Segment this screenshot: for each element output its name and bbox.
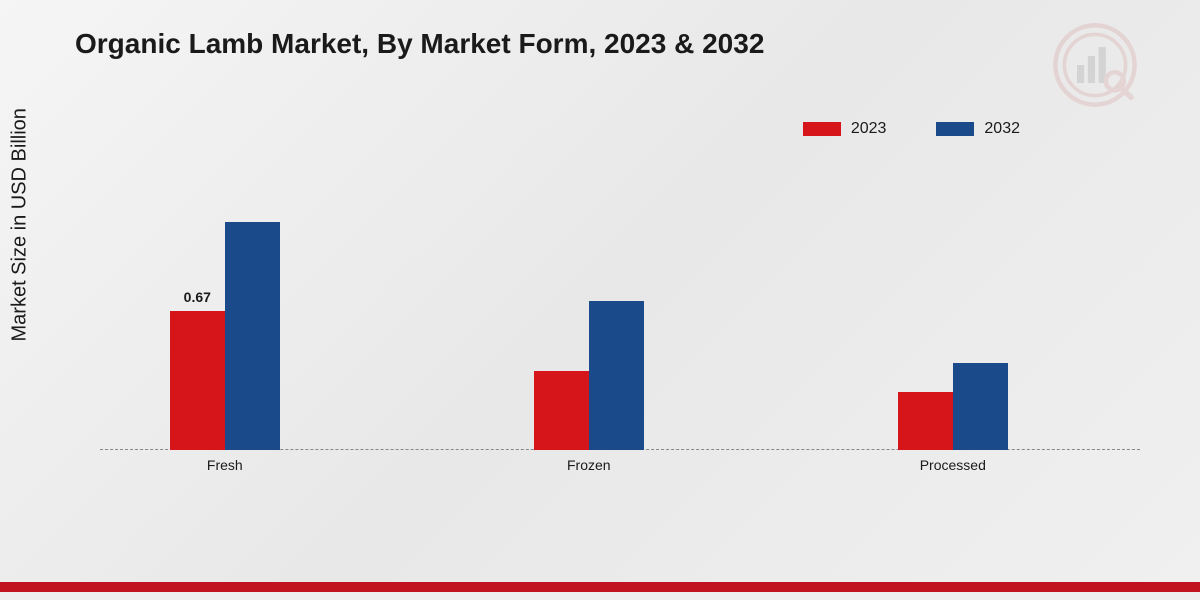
legend-item-2023: 2023 xyxy=(803,120,887,138)
chart-plot-area: 0.67 xyxy=(100,160,1140,450)
category-label-processed: Processed xyxy=(920,457,986,473)
bar-fresh-2023: 0.67 xyxy=(170,311,225,450)
bar-processed-2032 xyxy=(953,363,1008,450)
bar-group-processed xyxy=(898,363,1008,450)
bar-processed-2023 xyxy=(898,392,953,450)
bar-value-label: 0.67 xyxy=(184,289,211,305)
legend-swatch-2032 xyxy=(936,122,974,136)
watermark-logo xyxy=(1050,20,1140,110)
y-axis-label: Market Size in USD Billion xyxy=(9,108,32,341)
bar-frozen-2032 xyxy=(589,301,644,450)
legend-label-2032: 2032 xyxy=(984,120,1020,138)
footer-bar xyxy=(0,582,1200,600)
legend-label-2023: 2023 xyxy=(851,120,887,138)
legend: 2023 2032 xyxy=(803,120,1020,138)
category-label-frozen: Frozen xyxy=(567,457,611,473)
chart-title: Organic Lamb Market, By Market Form, 202… xyxy=(75,28,764,60)
legend-swatch-2023 xyxy=(803,122,841,136)
bar-frozen-2023 xyxy=(534,371,589,450)
category-label-fresh: Fresh xyxy=(207,457,243,473)
bar-fresh-2032 xyxy=(225,222,280,450)
bar-group-frozen xyxy=(534,301,644,450)
legend-item-2032: 2032 xyxy=(936,120,1020,138)
footer-bar-accent xyxy=(0,582,1200,592)
bar-group-fresh: 0.67 xyxy=(170,222,280,450)
